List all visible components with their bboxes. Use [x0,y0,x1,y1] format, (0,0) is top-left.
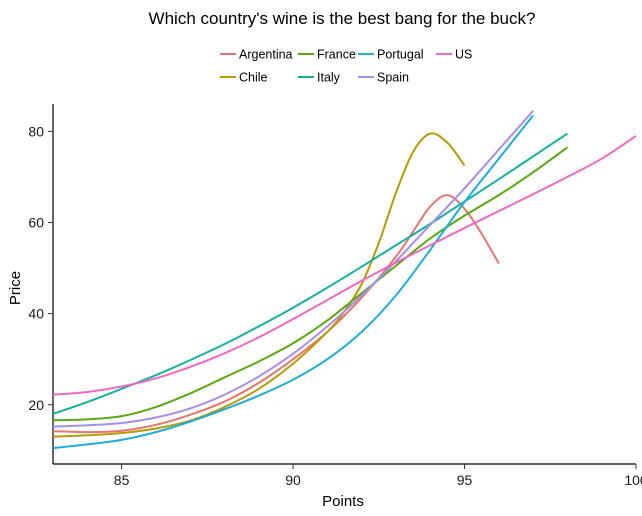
legend-item-france: France [298,48,356,62]
series-line-chile [52,132,466,438]
series-line-france [52,146,569,422]
x-tick-label: 95 [457,472,473,488]
y-axis-label: Price [7,271,24,305]
y-tick-label: 80 [28,123,44,139]
legend-item-argentina: Argentina [220,48,293,62]
x-axis-label: Points [322,493,364,510]
legend-label: US [455,48,472,62]
legend-item-chile: Chile [220,71,268,85]
series-line-italy [52,132,568,415]
plot-lines [52,110,637,450]
axes: 85 90 95 100 20 40 60 80 [28,104,642,488]
y-tick-label: 20 [28,397,44,413]
x-tick-label: 90 [285,472,301,488]
x-tick-label: 85 [114,472,130,488]
legend-label: Italy [317,71,341,85]
legend-item-portugal: Portugal [358,48,424,62]
series-line-portugal [52,114,534,450]
y-tick-label: 40 [28,306,44,322]
legend-label: Spain [377,71,409,85]
legend-label: France [317,48,356,62]
legend-label: Chile [239,71,268,85]
y-tick-label: 60 [28,214,44,230]
legend-item-spain: Spain [358,71,409,85]
legend-label: Argentina [239,48,293,62]
legend-item-italy: Italy [298,71,341,85]
legend-item-us: US [436,48,472,62]
series-line-spain [52,110,534,428]
legend-label: Portugal [377,48,424,62]
series-line-us [52,135,637,396]
legend: Argentina Chile France Italy Portugal Spain US [220,48,472,85]
series-line-argentina [52,194,500,434]
x-tick-label: 100 [624,472,642,488]
chart-title: Which country's wine is the best bang fo… [149,9,536,28]
